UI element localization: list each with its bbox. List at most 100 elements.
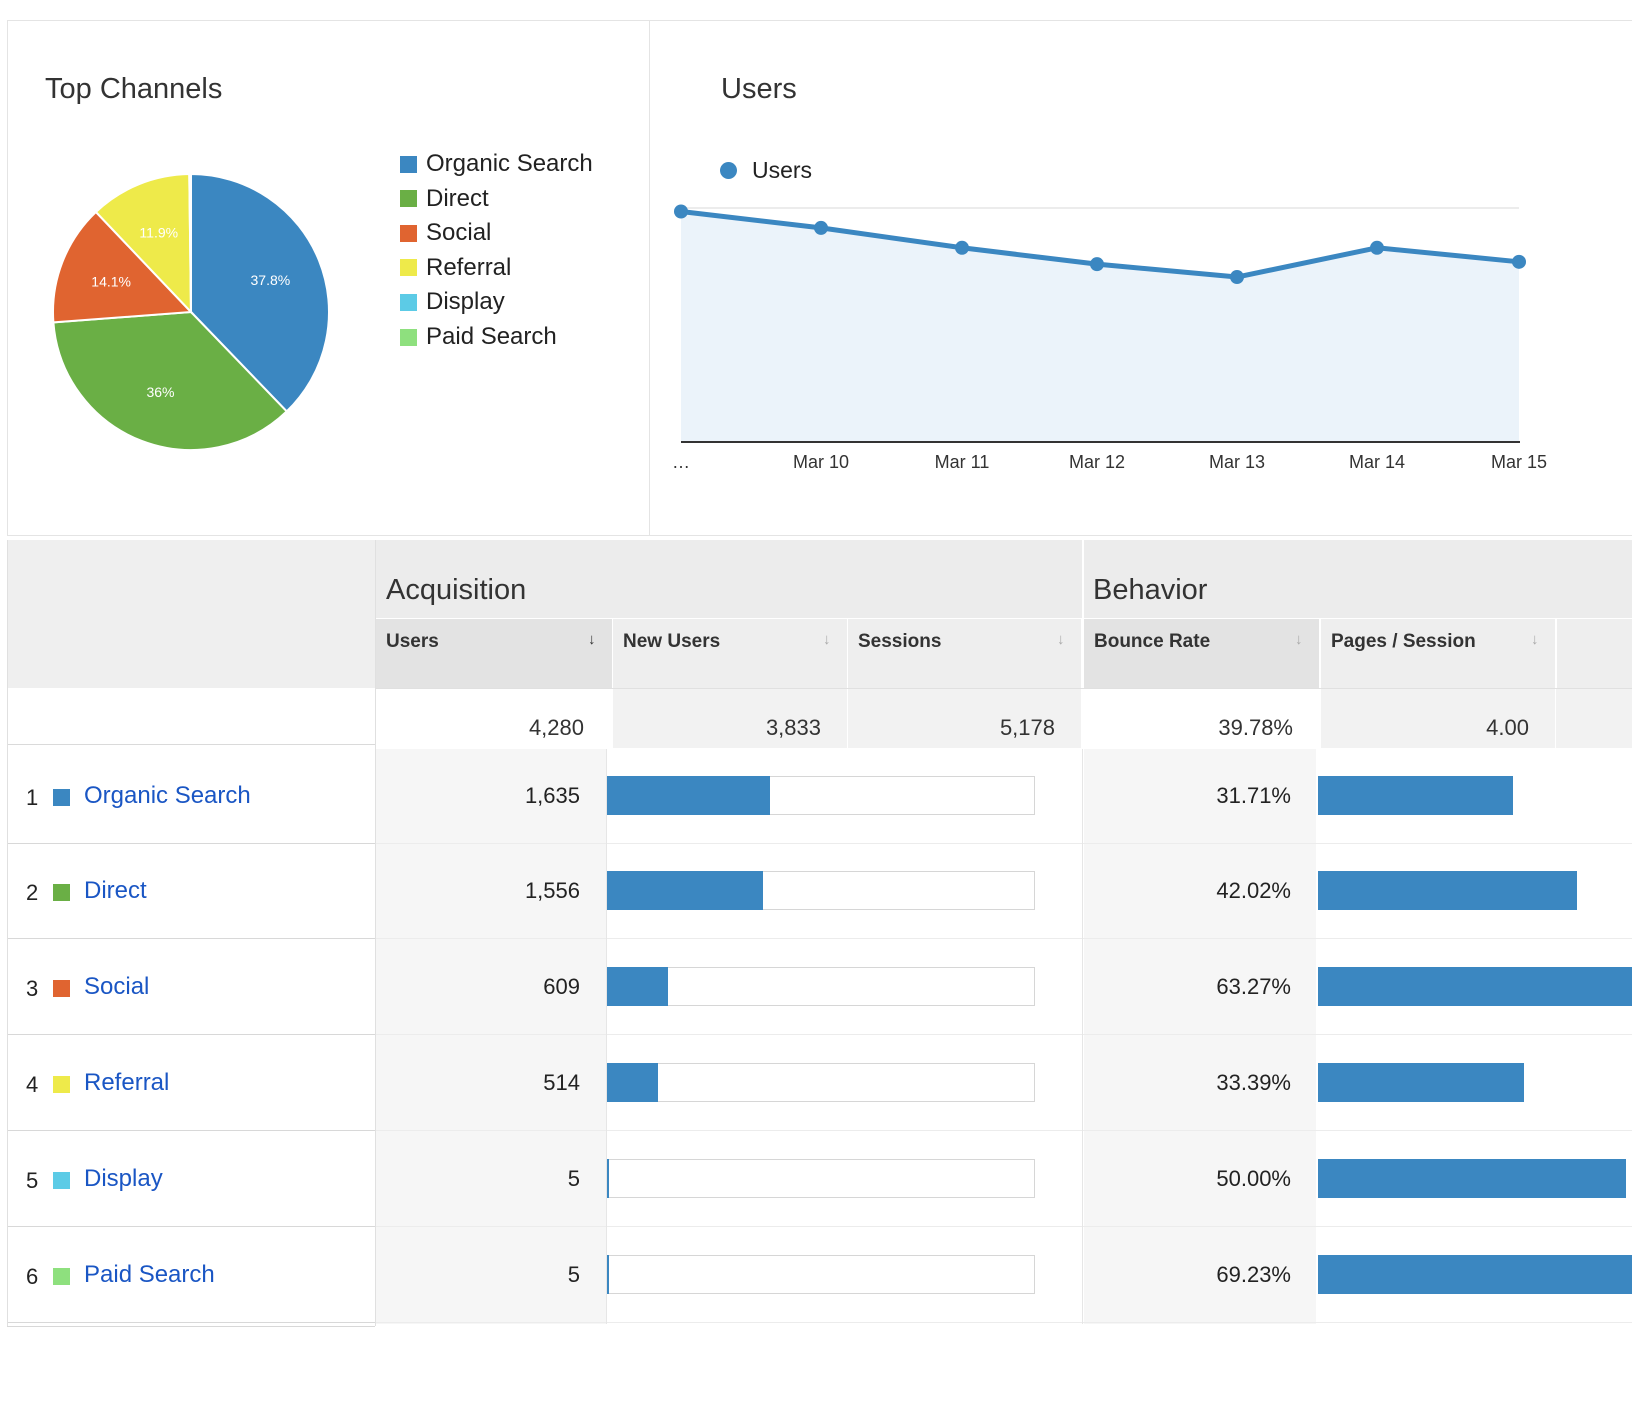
pie-slice-direct[interactable] (52, 310, 289, 451)
legend-label: Direct (426, 184, 489, 212)
channel-link-organic-search[interactable]: Organic Search (84, 782, 251, 809)
users-data-point[interactable] (1370, 240, 1384, 255)
legend-label: Display (426, 288, 505, 316)
table-header-left-bg (7, 540, 375, 688)
users-value: 609 (543, 974, 580, 999)
users-data-point[interactable] (814, 220, 828, 235)
users-share-bar-fill (607, 871, 763, 910)
users-legend-label: Users (752, 157, 813, 183)
users-share-bar-track (607, 1063, 1035, 1102)
x-tick-label: Mar 13 (1209, 452, 1265, 472)
bounce-rate-value: 31.71% (1216, 783, 1291, 808)
column-header-label: New Users (623, 631, 721, 652)
column-divider (375, 540, 376, 1326)
table-bottom-border (7, 1326, 375, 1327)
row-number: 5 (26, 1168, 39, 1193)
pie-legend-item[interactable]: Organic Search (400, 149, 593, 179)
pie-slice-social[interactable] (52, 210, 194, 324)
pie-legend-item[interactable]: Display (400, 287, 505, 317)
pie-slice-organic-search[interactable] (190, 172, 330, 413)
pie-slice-paid-search[interactable] (189, 172, 192, 313)
channel-color-swatch (53, 884, 70, 901)
legend-swatch (400, 328, 417, 346)
top-channels-title: Top Channels (45, 73, 223, 105)
row-number: 3 (26, 976, 39, 1001)
pie-legend-item[interactable]: Social (400, 218, 491, 248)
bounce-rate-value: 69.23% (1216, 1262, 1291, 1287)
bounce-rate-bar-fill (1318, 871, 1577, 910)
bounce-rate-bar-fill (1318, 1255, 1632, 1294)
sort-arrow-icon[interactable]: ↓ (1057, 631, 1065, 648)
bounce-rate-value: 33.39% (1216, 1070, 1291, 1095)
row-divider (7, 1130, 375, 1131)
users-data-point[interactable] (1230, 270, 1244, 285)
pie-legend-item[interactable]: Paid Search (400, 322, 557, 352)
pie-slice-label: 36% (146, 384, 174, 400)
total-new-users: 3,833 (613, 689, 847, 748)
users-value: 1,635 (524, 783, 580, 808)
column-header-pages-session[interactable]: Pages / Session ↓ (1321, 619, 1555, 688)
users-data-point[interactable] (674, 204, 688, 219)
column-header-bounce-rate[interactable]: Bounce Rate ↓ (1084, 619, 1319, 688)
sort-arrow-icon[interactable]: ↓ (823, 631, 831, 648)
acquisition-group-label: Acquisition (386, 574, 527, 606)
sort-arrow-icon[interactable]: ↓ (1531, 631, 1539, 648)
bounce-rate-bar-fill (1318, 967, 1632, 1006)
users-data-point[interactable] (955, 240, 969, 255)
totals-top-border (376, 688, 1632, 689)
row-divider (376, 1322, 1632, 1323)
sort-arrow-icon[interactable]: ↓ (588, 631, 596, 648)
channel-link-referral[interactable]: Referral (84, 1069, 170, 1096)
bounce-rate-value: 42.02% (1216, 878, 1291, 903)
legend-swatch (400, 259, 417, 277)
column-divider (606, 749, 607, 1324)
column-divider (1082, 749, 1083, 1324)
users-value: 5 (567, 1262, 580, 1287)
column-header-label: Pages / Session (1331, 631, 1476, 652)
users-share-bar-track (607, 967, 1035, 1006)
column-header-users[interactable]: Users ↓ (376, 619, 612, 688)
row-divider (7, 1034, 375, 1035)
channel-link-paid-search[interactable]: Paid Search (84, 1261, 215, 1288)
channel-link-social[interactable]: Social (84, 973, 150, 1000)
users-data-point[interactable] (1512, 254, 1526, 269)
users-share-bar-fill (607, 776, 771, 815)
users-share-bar-fill (607, 1255, 609, 1294)
total-users: 4,280 (376, 689, 612, 748)
row-number: 4 (26, 1072, 39, 1097)
row-divider (376, 843, 1632, 844)
total-sessions: 5,178 (848, 689, 1081, 748)
x-tick-label: Mar 12 (1069, 452, 1125, 472)
legend-swatch (400, 224, 417, 242)
pie-legend-item[interactable]: Referral (400, 253, 511, 283)
users-legend-dot-icon (720, 162, 737, 179)
total-value: 4.00 (1486, 715, 1529, 740)
total-bounce-rate: 39.78% (1084, 689, 1319, 748)
channel-color-swatch (53, 1076, 70, 1093)
column-header-new-users[interactable]: New Users ↓ (613, 619, 847, 688)
pie-slice-label: 37.8% (251, 272, 291, 288)
legend-label: Referral (426, 253, 512, 281)
legend-label: Organic Search (426, 150, 593, 177)
channel-link-display[interactable]: Display (84, 1165, 163, 1192)
channel-color-swatch (53, 1268, 70, 1285)
top-channels-pie-chart: 37.8% 36% 14.1% 11.9% (52, 172, 330, 451)
users-chart-title: Users (721, 73, 797, 105)
users-share-bar-fill (607, 1063, 659, 1102)
users-data-point[interactable] (1090, 257, 1104, 272)
total-value: 4,280 (528, 715, 584, 740)
channel-link-direct[interactable]: Direct (84, 877, 147, 904)
pie-legend-item[interactable]: Direct (400, 184, 489, 214)
pie-slice-referral[interactable] (94, 172, 193, 315)
column-header-sessions[interactable]: Sessions ↓ (848, 619, 1081, 688)
bounce-rate-bar-fill (1318, 776, 1514, 815)
row-number: 2 (26, 880, 39, 905)
users-share-bar-fill (607, 1159, 609, 1198)
row-number: 1 (26, 785, 39, 810)
users-value: 5 (567, 1166, 580, 1191)
column-header-label: Sessions (858, 631, 942, 652)
row-number: 6 (26, 1264, 39, 1289)
row-divider (376, 1034, 1632, 1035)
sort-arrow-icon[interactable]: ↓ (1295, 631, 1303, 648)
